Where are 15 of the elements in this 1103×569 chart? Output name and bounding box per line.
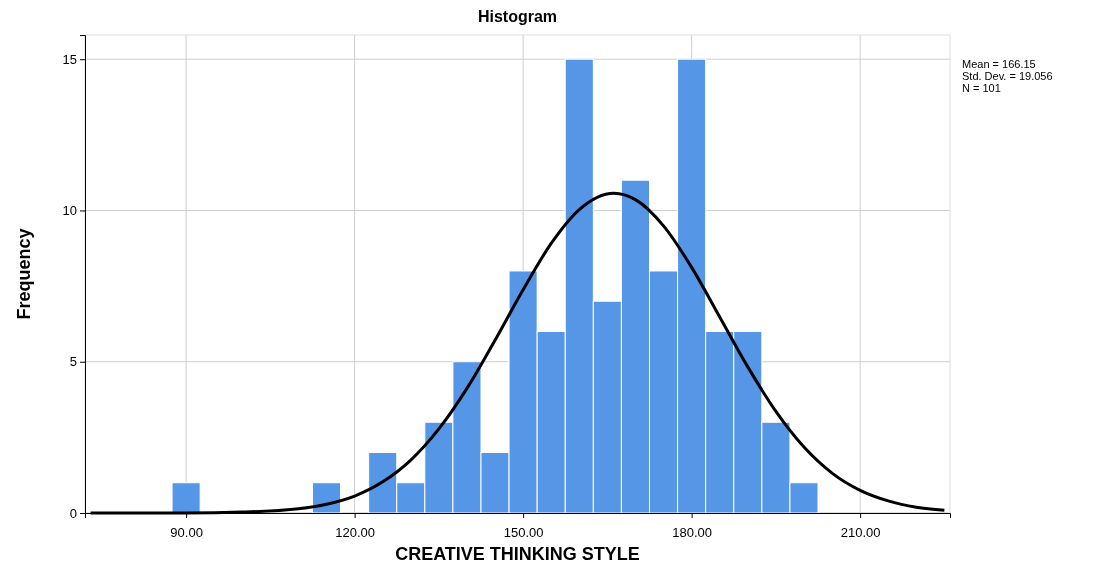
y-tick-label: 0 <box>69 505 77 521</box>
x-tick-label: 120.00 <box>335 524 375 540</box>
y-tick-label: 5 <box>69 354 77 370</box>
x-axis-title: CREATIVE THINKING STYLE <box>395 544 640 564</box>
x-tick-label: 210.00 <box>840 524 881 540</box>
y-tick-label: 15 <box>62 51 77 67</box>
text: Std. Dev. = 19.056 <box>962 70 1053 82</box>
y-tick-label: 10 <box>62 203 77 219</box>
y-axis-title: Frequency <box>14 228 34 320</box>
x-tick-label: 90.00 <box>170 524 203 540</box>
text: N = 101 <box>962 82 1001 94</box>
text: Mean = 166.15 <box>962 58 1036 70</box>
x-tick-label: 180.00 <box>672 524 713 540</box>
chart-title: Histogram <box>477 8 558 25</box>
x-tick-label: 150.00 <box>503 524 544 540</box>
